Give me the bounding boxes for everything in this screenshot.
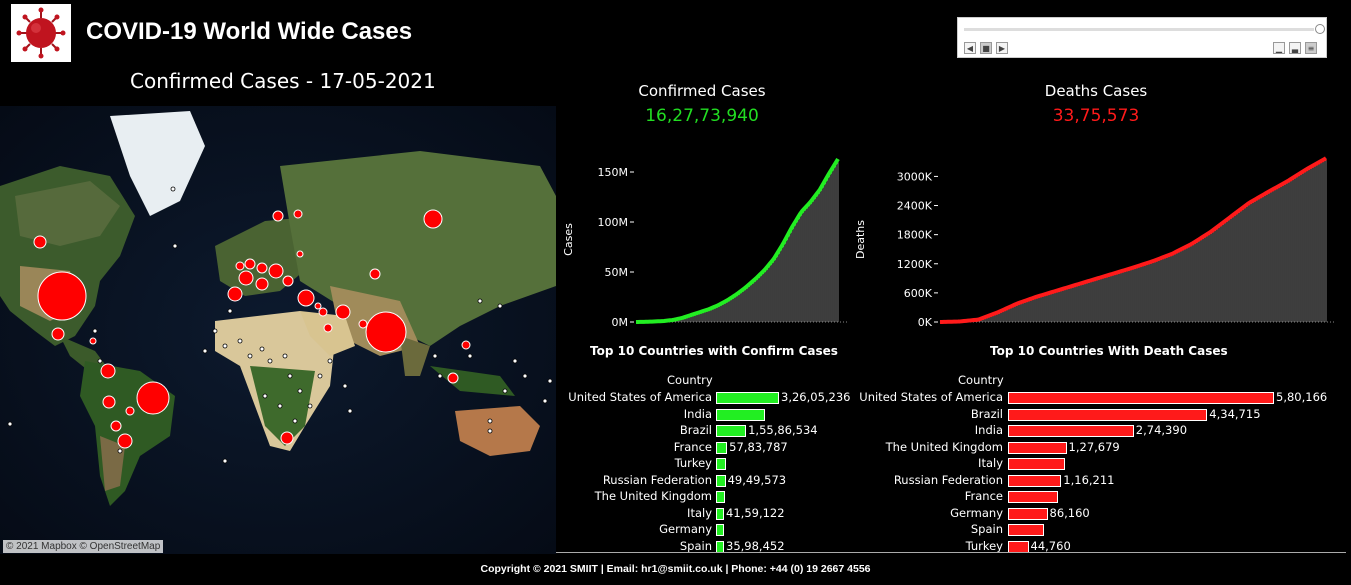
confirmed-bar[interactable] bbox=[716, 474, 726, 487]
confirmed-bar-label: India bbox=[683, 406, 712, 421]
confirmed-line bbox=[635, 157, 840, 324]
virus-logo-icon bbox=[11, 4, 71, 62]
deaths-ytick: 2400K bbox=[897, 200, 933, 213]
deaths-bar-value: 86,160 bbox=[1049, 505, 1090, 520]
deaths-bar[interactable] bbox=[1008, 491, 1058, 503]
footer-copyright: Copyright © 2021 SMIIT | Email: hr1@smii… bbox=[480, 563, 871, 575]
deaths-bar[interactable] bbox=[1008, 425, 1134, 437]
deaths-ytick: 3000K bbox=[897, 170, 933, 183]
confirmed-bar-label: Brazil bbox=[679, 423, 712, 437]
confirmed-bar-value: 57,83,787 bbox=[729, 439, 788, 454]
footer-divider bbox=[556, 552, 1346, 553]
australia-landmass bbox=[455, 406, 540, 456]
deaths-bar-label: Spain bbox=[970, 522, 1003, 536]
confirmed-bar-label: The United Kingdom bbox=[594, 489, 712, 503]
deaths-bar-value: 1,16,211 bbox=[1063, 472, 1115, 487]
speed-fast-icon[interactable]: ≡ bbox=[1305, 42, 1317, 54]
confirmed-area-fill bbox=[637, 159, 839, 322]
deaths-cases-label: Deaths Cases bbox=[1044, 82, 1148, 100]
deaths-bar[interactable] bbox=[1008, 408, 1208, 421]
confirmed-cases-chart[interactable]: Cases 0M 50M 100M 150M bbox=[560, 140, 850, 340]
deaths-ytick: 1800K bbox=[897, 229, 933, 242]
deaths-bar-label: United States of America bbox=[859, 390, 1003, 404]
confirmed-bar[interactable] bbox=[716, 392, 779, 404]
confirmed-bar[interactable] bbox=[716, 540, 724, 553]
top10-confirmed-chart[interactable]: Top 10 Countries with Confirm Cases Count… bbox=[560, 340, 860, 553]
confirmed-cases-label: Confirmed Cases bbox=[638, 82, 766, 100]
greenland-landmass bbox=[110, 111, 205, 216]
confirmed-bar-label: Russian Federation bbox=[602, 472, 712, 487]
back-icon[interactable]: ◀ bbox=[964, 42, 976, 54]
deaths-line bbox=[939, 156, 1327, 324]
page-playback-control[interactable]: ◀ ■ ▶ ▁ ▃ ≡ bbox=[957, 17, 1327, 58]
confirmed-bar[interactable] bbox=[716, 491, 725, 503]
deaths-bar-label: Russian Federation bbox=[893, 472, 1003, 487]
confirmed-bar-label: United States of America bbox=[568, 390, 712, 404]
deaths-ytick: 1200K bbox=[897, 258, 933, 271]
world-map[interactable] bbox=[0, 106, 556, 554]
confirmed-bar[interactable] bbox=[716, 408, 765, 421]
confirmed-bar-value: 35,98,452 bbox=[726, 538, 785, 553]
stop-icon[interactable]: ■ bbox=[980, 42, 992, 54]
deaths-column-header: Country bbox=[958, 373, 1004, 387]
deaths-bar-value: 4,34,715 bbox=[1209, 406, 1261, 421]
deaths-bar-label: Germany bbox=[950, 505, 1003, 520]
confirmed-bar-value: 49,49,573 bbox=[727, 472, 787, 487]
confirmed-bar-label: France bbox=[673, 439, 712, 454]
confirmed-ytick: 100M bbox=[598, 216, 629, 229]
deaths-bar-value: 1,27,679 bbox=[1068, 439, 1120, 454]
map-subtitle: Confirmed Cases - 17-05-2021 bbox=[130, 69, 436, 93]
confirmed-bar[interactable] bbox=[716, 425, 747, 437]
forward-icon[interactable]: ▶ bbox=[996, 42, 1008, 54]
deaths-bar-label: Brazil bbox=[970, 406, 1003, 421]
confirmed-bar-label: Germany bbox=[659, 522, 712, 536]
deaths-bar-label: Turkey bbox=[965, 538, 1003, 553]
deaths-bar-value: 5,80,166 bbox=[1276, 390, 1328, 404]
deaths-bar[interactable] bbox=[1008, 524, 1045, 536]
confirmed-bar-value: 41,59,122 bbox=[726, 505, 785, 520]
confirmed-bar-value: 3,26,05,236 bbox=[781, 390, 851, 404]
deaths-cases-value: 33,75,573 bbox=[1052, 106, 1140, 126]
deaths-bar-label: The United Kingdom bbox=[885, 439, 1003, 454]
page-title: COVID-19 World Wide Cases bbox=[86, 18, 413, 45]
confirmed-cases-value: 16,27,73,940 bbox=[645, 106, 759, 126]
deaths-ytick: 0K bbox=[918, 316, 933, 329]
speed-medium-icon[interactable]: ▃ bbox=[1289, 42, 1301, 54]
deaths-bar-label: India bbox=[974, 423, 1003, 437]
deaths-bar-label: Italy bbox=[978, 456, 1003, 470]
speed-slow-icon[interactable]: ▁ bbox=[1273, 42, 1285, 54]
deaths-bar[interactable] bbox=[1008, 507, 1048, 520]
deaths-bar[interactable] bbox=[1008, 458, 1065, 470]
deaths-bar[interactable] bbox=[1008, 441, 1067, 454]
confirmed-bar-value: 1,55,86,534 bbox=[748, 423, 818, 437]
confirmed-bar-label: Spain bbox=[679, 538, 712, 553]
deaths-ytick: 600K bbox=[904, 287, 933, 300]
confirmed-bar-title: Top 10 Countries with Confirm Cases bbox=[590, 344, 838, 358]
confirmed-ytick: 150M bbox=[598, 166, 629, 179]
confirmed-ytick: 50M bbox=[605, 266, 629, 279]
deaths-cases-chart[interactable]: Deaths 0K 600K 1200K 1800K 2400K 3000K bbox=[852, 140, 1342, 340]
confirmed-bar-label: Italy bbox=[687, 505, 712, 520]
deaths-bar-value: 2,74,390 bbox=[1135, 423, 1188, 437]
deaths-bar[interactable] bbox=[1008, 474, 1062, 487]
deaths-bar[interactable] bbox=[1008, 540, 1029, 553]
confirmed-column-header: Country bbox=[667, 373, 713, 387]
deaths-ylabel: Deaths bbox=[854, 220, 867, 259]
map-attribution[interactable]: © 2021 Mapbox © OpenStreetMap bbox=[3, 540, 164, 553]
deaths-bar-title: Top 10 Countries With Death Cases bbox=[990, 344, 1228, 358]
confirmed-ytick: 0M bbox=[612, 316, 629, 329]
deaths-area-fill bbox=[941, 158, 1327, 322]
confirmed-bar[interactable] bbox=[716, 458, 726, 470]
deaths-bar-value: 44,760 bbox=[1030, 538, 1071, 553]
deaths-bar-label: France bbox=[964, 489, 1003, 503]
confirmed-bar[interactable] bbox=[716, 524, 724, 536]
confirmed-ylabel: Cases bbox=[562, 223, 575, 256]
top10-deaths-chart[interactable]: Top 10 Countries With Death Cases Country… bbox=[855, 340, 1345, 553]
playback-slider-handle[interactable] bbox=[1315, 24, 1325, 34]
confirmed-bar[interactable] bbox=[716, 441, 728, 454]
confirmed-bar[interactable] bbox=[716, 507, 725, 520]
playback-track[interactable] bbox=[964, 28, 1314, 31]
deaths-bar[interactable] bbox=[1008, 392, 1274, 404]
confirmed-bar-label: Turkey bbox=[674, 456, 712, 470]
